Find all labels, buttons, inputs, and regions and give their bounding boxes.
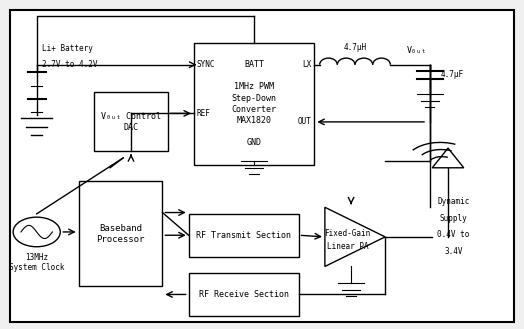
Text: Baseband
Processor: Baseband Processor xyxy=(96,223,145,244)
FancyBboxPatch shape xyxy=(10,10,514,322)
Text: V₀ᵤₜ: V₀ᵤₜ xyxy=(407,46,427,55)
Text: Li+ Battery: Li+ Battery xyxy=(42,44,93,53)
Text: V₀ᵤₜ Control
DAC: V₀ᵤₜ Control DAC xyxy=(101,112,161,132)
Text: RF Receive Section: RF Receive Section xyxy=(199,290,289,299)
FancyBboxPatch shape xyxy=(94,92,168,151)
FancyBboxPatch shape xyxy=(189,273,299,316)
Text: 3.4V: 3.4V xyxy=(444,247,463,256)
FancyBboxPatch shape xyxy=(189,214,299,257)
Text: RF Transmit Section: RF Transmit Section xyxy=(196,231,291,240)
Text: 13MHz: 13MHz xyxy=(25,253,48,262)
Text: 4.7μF: 4.7μF xyxy=(440,70,463,79)
Text: Dynamic: Dynamic xyxy=(437,197,470,206)
Text: Fixed-Gain: Fixed-Gain xyxy=(324,229,370,238)
Text: 0.4V to: 0.4V to xyxy=(437,230,470,239)
Text: SYNC: SYNC xyxy=(196,60,215,69)
Text: REF: REF xyxy=(196,109,210,118)
Text: System Clock: System Clock xyxy=(9,263,64,272)
Text: Linear PA: Linear PA xyxy=(326,242,368,251)
Text: Supply: Supply xyxy=(440,214,467,223)
Text: 4.7μH: 4.7μH xyxy=(343,42,367,52)
Text: BATT

1MHz PWM
Step-Down
Converter
MAX1820

GND: BATT 1MHz PWM Step-Down Converter MAX182… xyxy=(232,60,277,147)
FancyBboxPatch shape xyxy=(194,43,314,164)
Text: 2.7V to 4.2V: 2.7V to 4.2V xyxy=(42,60,97,69)
FancyBboxPatch shape xyxy=(79,181,162,286)
Text: LX: LX xyxy=(302,60,312,69)
Text: OUT: OUT xyxy=(298,117,312,126)
